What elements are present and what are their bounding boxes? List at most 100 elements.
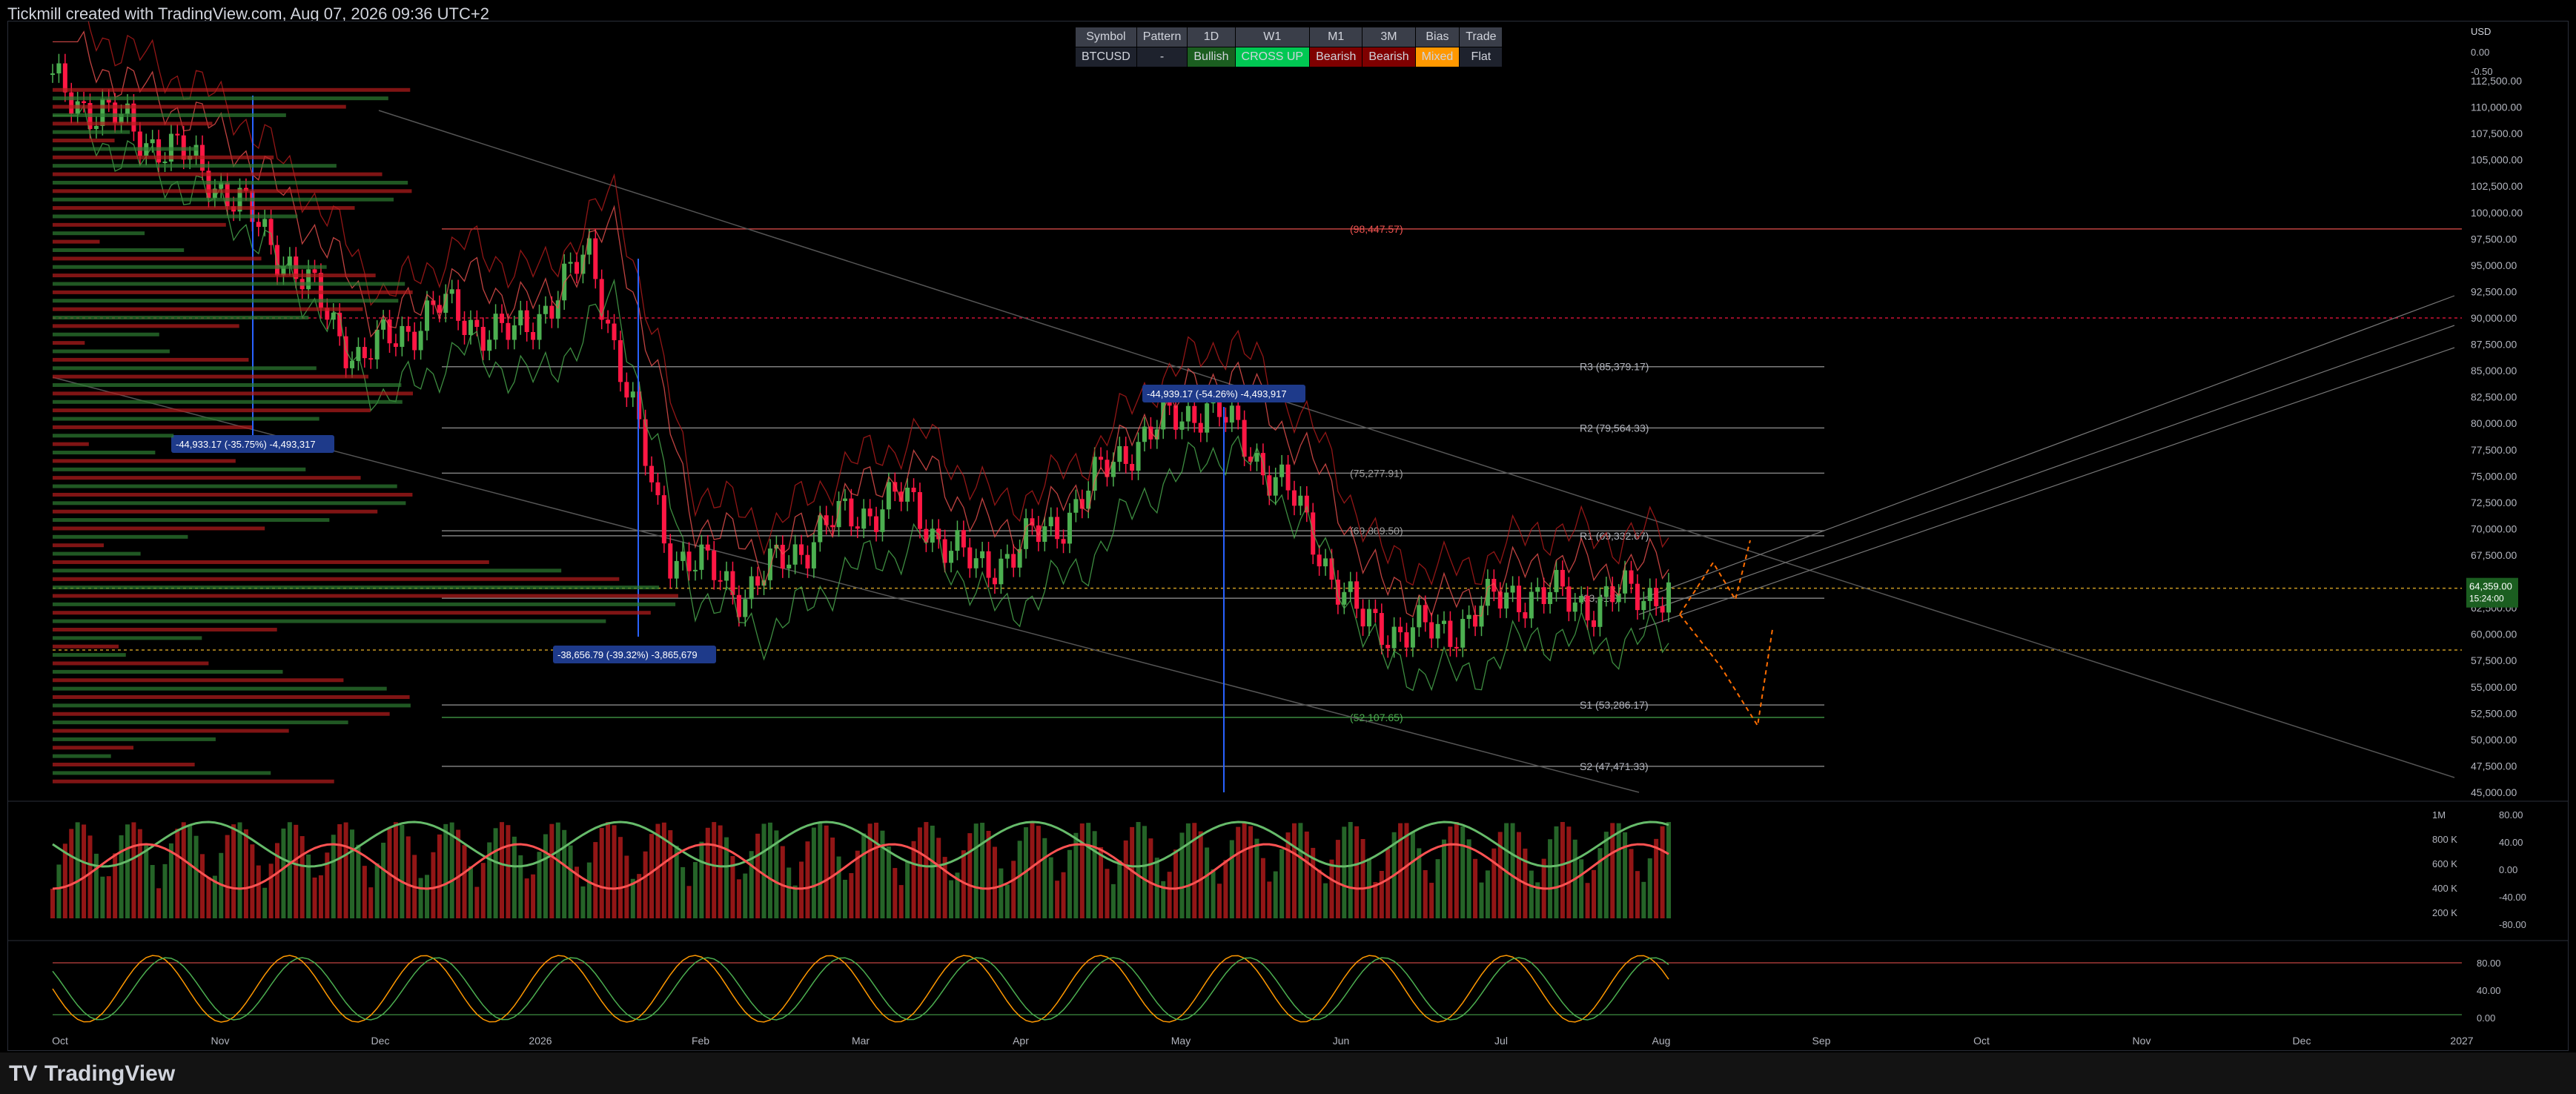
candle-body xyxy=(1242,420,1247,457)
candle-body xyxy=(1154,429,1159,440)
chart-svg[interactable]: 112,500.00 110,000.00 107,500.00 105,000.00… xyxy=(8,21,2568,1050)
candle-body xyxy=(1055,517,1060,540)
volume-bar xyxy=(999,868,1004,918)
candle-body xyxy=(924,528,929,543)
candle-body xyxy=(1417,605,1422,628)
price-tick-label: 70,000.00 xyxy=(2471,523,2517,534)
volume-bar xyxy=(586,862,592,918)
candle-body xyxy=(500,314,505,323)
volume-bar xyxy=(200,854,205,918)
time-axis-label: Sep xyxy=(1812,1035,1831,1047)
candle-body xyxy=(973,558,979,568)
volume-bar xyxy=(1417,848,1422,918)
price-tick-label: 80,000.00 xyxy=(2471,417,2517,429)
volume-bar xyxy=(1460,826,1466,918)
volume-bar xyxy=(1285,832,1291,918)
price-tick-label: 67,500.00 xyxy=(2471,549,2517,561)
volume-bar xyxy=(668,830,673,918)
volume-bar xyxy=(188,824,193,918)
candle-body xyxy=(1323,558,1328,567)
volume-bar xyxy=(811,827,816,918)
volume-bar xyxy=(1548,839,1553,918)
volume-bar xyxy=(1529,870,1534,918)
volume-profile-bar xyxy=(53,113,286,117)
candle-body xyxy=(1491,578,1497,592)
volume-bar xyxy=(1036,826,1041,918)
candle-body xyxy=(1647,588,1652,601)
volume-bar xyxy=(1566,826,1572,918)
volume-bar xyxy=(818,822,823,918)
volume-bar xyxy=(1535,882,1540,918)
candle-body xyxy=(1092,457,1097,491)
volume-profile-bar xyxy=(53,442,89,446)
candle-body xyxy=(1279,464,1285,477)
candle-body xyxy=(487,339,492,351)
volume-bar xyxy=(1585,883,1590,918)
volume-profile-bar xyxy=(53,366,317,371)
volume-profile-bar xyxy=(53,349,170,354)
candle-body xyxy=(106,99,111,103)
volume-bar xyxy=(50,889,55,918)
candle-body xyxy=(1541,587,1546,604)
candle-body xyxy=(506,322,511,340)
volume-profile-bar xyxy=(53,501,406,505)
volume-bar xyxy=(961,850,966,918)
candle-body xyxy=(1148,426,1153,440)
candle-body xyxy=(792,544,798,565)
candle-body xyxy=(225,182,230,207)
volume-bar xyxy=(681,866,686,918)
volume-bar xyxy=(1329,859,1334,918)
candle-body xyxy=(1317,554,1322,567)
candle-body xyxy=(637,391,642,420)
candle-body xyxy=(898,491,904,502)
oscillator-line xyxy=(52,843,1669,890)
measure-label: -44,933.17 (-35.75%) -4,493,317 xyxy=(176,439,316,450)
time-axis-label: Jul xyxy=(1494,1035,1508,1047)
candle-body xyxy=(986,551,991,578)
oscillator-line xyxy=(52,820,1669,868)
candle-body xyxy=(867,508,873,517)
candle-body xyxy=(325,308,330,320)
candle-body xyxy=(643,419,648,466)
candle-body xyxy=(1591,620,1596,627)
volume-bar xyxy=(780,846,785,918)
candle-body xyxy=(1123,445,1128,464)
chart-area[interactable]: 112,500.00 110,000.00 107,500.00 105,000.00… xyxy=(7,21,2569,1051)
volume-profile-bar xyxy=(53,197,394,202)
candle-body xyxy=(861,508,867,529)
status-header-1: Pattern xyxy=(1136,27,1188,47)
candle-body xyxy=(886,482,891,510)
volume-profile-bar xyxy=(53,543,104,548)
candle-body xyxy=(1192,405,1197,423)
candle-body xyxy=(524,310,529,332)
volume-bar xyxy=(1254,838,1259,918)
price-tick-label: 97,500.00 xyxy=(2471,233,2517,245)
candle-body xyxy=(480,327,486,351)
volume-bar xyxy=(1629,849,1634,918)
status-value-2: Bullish xyxy=(1187,47,1236,67)
volume-bar xyxy=(1061,872,1066,918)
channel-line xyxy=(1638,295,2455,600)
candle-body xyxy=(1610,586,1615,603)
tradingview-logo[interactable]: TV TradingView xyxy=(9,1061,176,1086)
volume-bar xyxy=(281,828,286,918)
candle-body xyxy=(1161,400,1166,430)
candle-body xyxy=(1635,583,1640,611)
volume-bar xyxy=(100,876,105,918)
volume-profile-bar xyxy=(53,180,408,185)
volume-profile-bar xyxy=(53,307,363,311)
candle-body xyxy=(131,103,136,132)
volume-bar xyxy=(661,822,666,918)
candle-body xyxy=(593,238,598,279)
volume-bar xyxy=(56,864,62,918)
volume-bar xyxy=(830,837,835,918)
candle-body xyxy=(1185,405,1191,422)
time-axis-label: Dec xyxy=(371,1035,390,1047)
osc-scale-label: -40.00 xyxy=(2499,892,2526,903)
volume-bar xyxy=(1242,822,1247,918)
volume-bar xyxy=(1311,847,1316,918)
candle-body xyxy=(755,576,761,586)
volume-profile-bar xyxy=(53,248,185,252)
candle-body xyxy=(1666,582,1671,613)
candle-body xyxy=(1404,632,1409,648)
